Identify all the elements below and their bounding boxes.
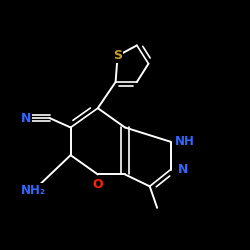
Text: N: N	[178, 163, 188, 176]
Text: N: N	[21, 112, 31, 124]
Text: S: S	[113, 49, 122, 62]
Text: NH₂: NH₂	[21, 184, 46, 197]
Text: NH: NH	[174, 135, 194, 148]
Text: O: O	[92, 178, 103, 191]
